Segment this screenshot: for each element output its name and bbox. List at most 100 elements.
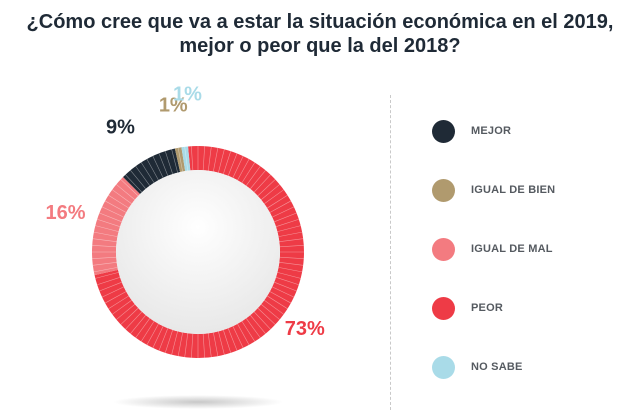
legend-label-mejor: MEJOR [471, 125, 512, 137]
donut-tick [146, 158, 159, 181]
donut-tick [130, 170, 146, 190]
donut-tick [279, 238, 304, 243]
legend-swatch-igual-de-mal [432, 237, 455, 261]
donut-tick [267, 194, 288, 209]
donut-tick [275, 218, 299, 227]
donut-slice-igual-de-bien [174, 147, 186, 172]
donut-tick [218, 149, 225, 173]
donut-tick [164, 151, 173, 175]
donut-tick [250, 170, 266, 190]
donut-tick [223, 151, 232, 175]
donut-tick [207, 146, 212, 171]
value-label-peor: 73% [285, 318, 325, 340]
donut-tick [97, 218, 121, 227]
chart-legend: MEJOR IGUAL DE BIEN IGUAL DE MAL PEOR NO SAB… [432, 0, 632, 417]
value-label-igual-de-bien: 1% [159, 95, 188, 117]
donut-tick [264, 189, 284, 205]
legend-label-peor: PEOR [471, 302, 503, 314]
donut-tick [269, 200, 292, 213]
donut-tick [274, 281, 297, 292]
donut-tick [116, 304, 136, 320]
donut-tick [120, 307, 139, 325]
legend-item-mejor: MEJOR [432, 119, 511, 143]
donut-tick [241, 162, 256, 183]
donut-tick [227, 328, 238, 351]
donut-tick [277, 225, 301, 232]
donut-tick [158, 153, 169, 176]
donut-tick [250, 314, 266, 334]
chart-title: ¿Cómo cree que va a estar la situación e… [0, 10, 640, 58]
donut-tick [92, 238, 117, 243]
donut-tick [171, 149, 178, 173]
donut-tick [202, 333, 205, 358]
donut-tick [223, 329, 232, 353]
donut-tick [232, 326, 244, 349]
donut-tick [177, 332, 183, 357]
donut-tick [237, 158, 250, 181]
donut-tick [152, 155, 164, 178]
legend-item-no-sabe: NO SABE [432, 355, 523, 379]
donut-tick [93, 231, 118, 237]
donut-tick [135, 166, 151, 186]
donut-slice-mejor [123, 148, 181, 195]
donut-tick [253, 311, 271, 330]
donut-tick [104, 200, 127, 213]
donut-tick [279, 245, 304, 248]
donut-tick [260, 304, 280, 320]
donut-tick [277, 272, 301, 279]
donut-value-labels: 73% 16% 9% 1%1% [45, 83, 325, 340]
donut-tick [93, 267, 118, 273]
donut-tick [253, 174, 271, 193]
donut-tick [116, 184, 136, 200]
donut-slice-igual-de-mal [92, 177, 141, 276]
donut-tick [146, 323, 159, 346]
donut-tick [184, 146, 189, 171]
donut-tick [184, 333, 189, 358]
legend-item-igual-de-bien: IGUAL DE BIEN [432, 178, 555, 202]
donut-tick [257, 307, 276, 325]
donut-tick [104, 291, 127, 304]
donut-tick [95, 225, 119, 232]
donut-tick [272, 286, 295, 298]
donut-tick [112, 189, 132, 205]
donut-tick [92, 256, 117, 259]
donut-tick [279, 261, 304, 266]
legend-swatch-no-sabe [432, 355, 455, 379]
legend-label-igual-de-mal: IGUAL DE MAL [471, 243, 553, 255]
donut-tick [227, 153, 238, 176]
legend-label-no-sabe: NO SABE [471, 361, 523, 373]
donut-center [116, 170, 280, 334]
legend-swatch-mejor [432, 119, 455, 143]
donut-tick [177, 147, 183, 172]
donut-tick [191, 146, 194, 171]
donut-tick [158, 328, 169, 351]
donut-tick [108, 194, 129, 209]
donut-tick [257, 179, 276, 197]
donut-tick [99, 212, 122, 223]
donut-segment-ticks [92, 146, 304, 358]
donut-tick [191, 333, 194, 358]
donut-tick [264, 299, 284, 315]
donut-tick [108, 295, 129, 310]
donut-tick [245, 166, 261, 186]
donut-tick [95, 272, 119, 279]
donut-tick [232, 155, 244, 178]
donut-tick [125, 174, 143, 193]
chart-title-line-1: ¿Cómo cree que va a estar la situación e… [26, 11, 614, 33]
donut-tick [260, 184, 280, 200]
donut-slice-no-sabe [181, 146, 191, 172]
donut-tick [101, 286, 124, 298]
legend-item-peor: PEOR [432, 296, 503, 320]
donut-tick [120, 179, 139, 197]
donut-tick [99, 281, 122, 292]
donut-tick [125, 311, 143, 330]
donut-tick [269, 291, 292, 304]
donut-tick [130, 314, 146, 334]
donut-tick [101, 206, 124, 218]
value-label-igual-de-mal: 16% [45, 202, 85, 224]
donut-tick [164, 329, 173, 353]
donut-tick [213, 147, 219, 172]
donut-tick [152, 326, 164, 349]
